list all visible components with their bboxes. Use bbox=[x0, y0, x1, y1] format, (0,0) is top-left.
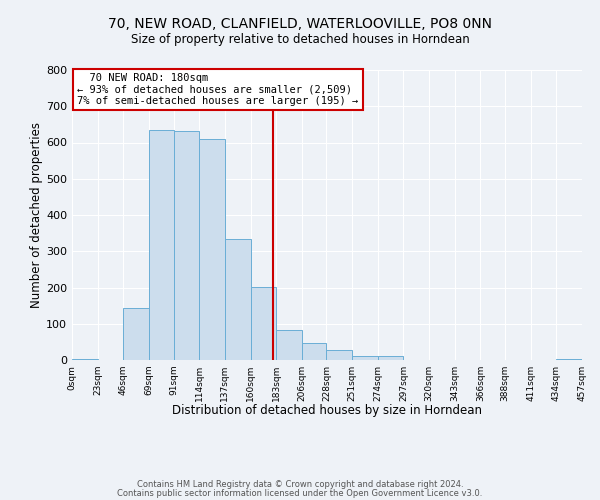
Bar bbox=[199, 139, 225, 360]
Bar bbox=[149, 130, 173, 360]
Bar bbox=[378, 356, 403, 360]
X-axis label: Distribution of detached houses by size in Horndean: Distribution of detached houses by size … bbox=[172, 404, 482, 417]
Text: 70 NEW ROAD: 180sqm  
← 93% of detached houses are smaller (2,509)
7% of semi-de: 70 NEW ROAD: 180sqm ← 93% of detached ho… bbox=[77, 73, 358, 106]
Text: Size of property relative to detached houses in Horndean: Size of property relative to detached ho… bbox=[131, 32, 469, 46]
Text: 70, NEW ROAD, CLANFIELD, WATERLOOVILLE, PO8 0NN: 70, NEW ROAD, CLANFIELD, WATERLOOVILLE, … bbox=[108, 18, 492, 32]
Bar bbox=[326, 350, 352, 360]
Bar bbox=[225, 240, 251, 360]
Text: Contains HM Land Registry data © Crown copyright and database right 2024.: Contains HM Land Registry data © Crown c… bbox=[137, 480, 463, 489]
Bar bbox=[124, 308, 149, 360]
Bar bbox=[276, 330, 302, 360]
Bar bbox=[556, 359, 582, 360]
Bar bbox=[251, 287, 276, 360]
Bar bbox=[302, 343, 326, 360]
Bar bbox=[173, 131, 199, 360]
Y-axis label: Number of detached properties: Number of detached properties bbox=[30, 122, 43, 308]
Text: Contains public sector information licensed under the Open Government Licence v3: Contains public sector information licen… bbox=[118, 488, 482, 498]
Bar bbox=[72, 359, 98, 360]
Bar bbox=[352, 356, 378, 360]
